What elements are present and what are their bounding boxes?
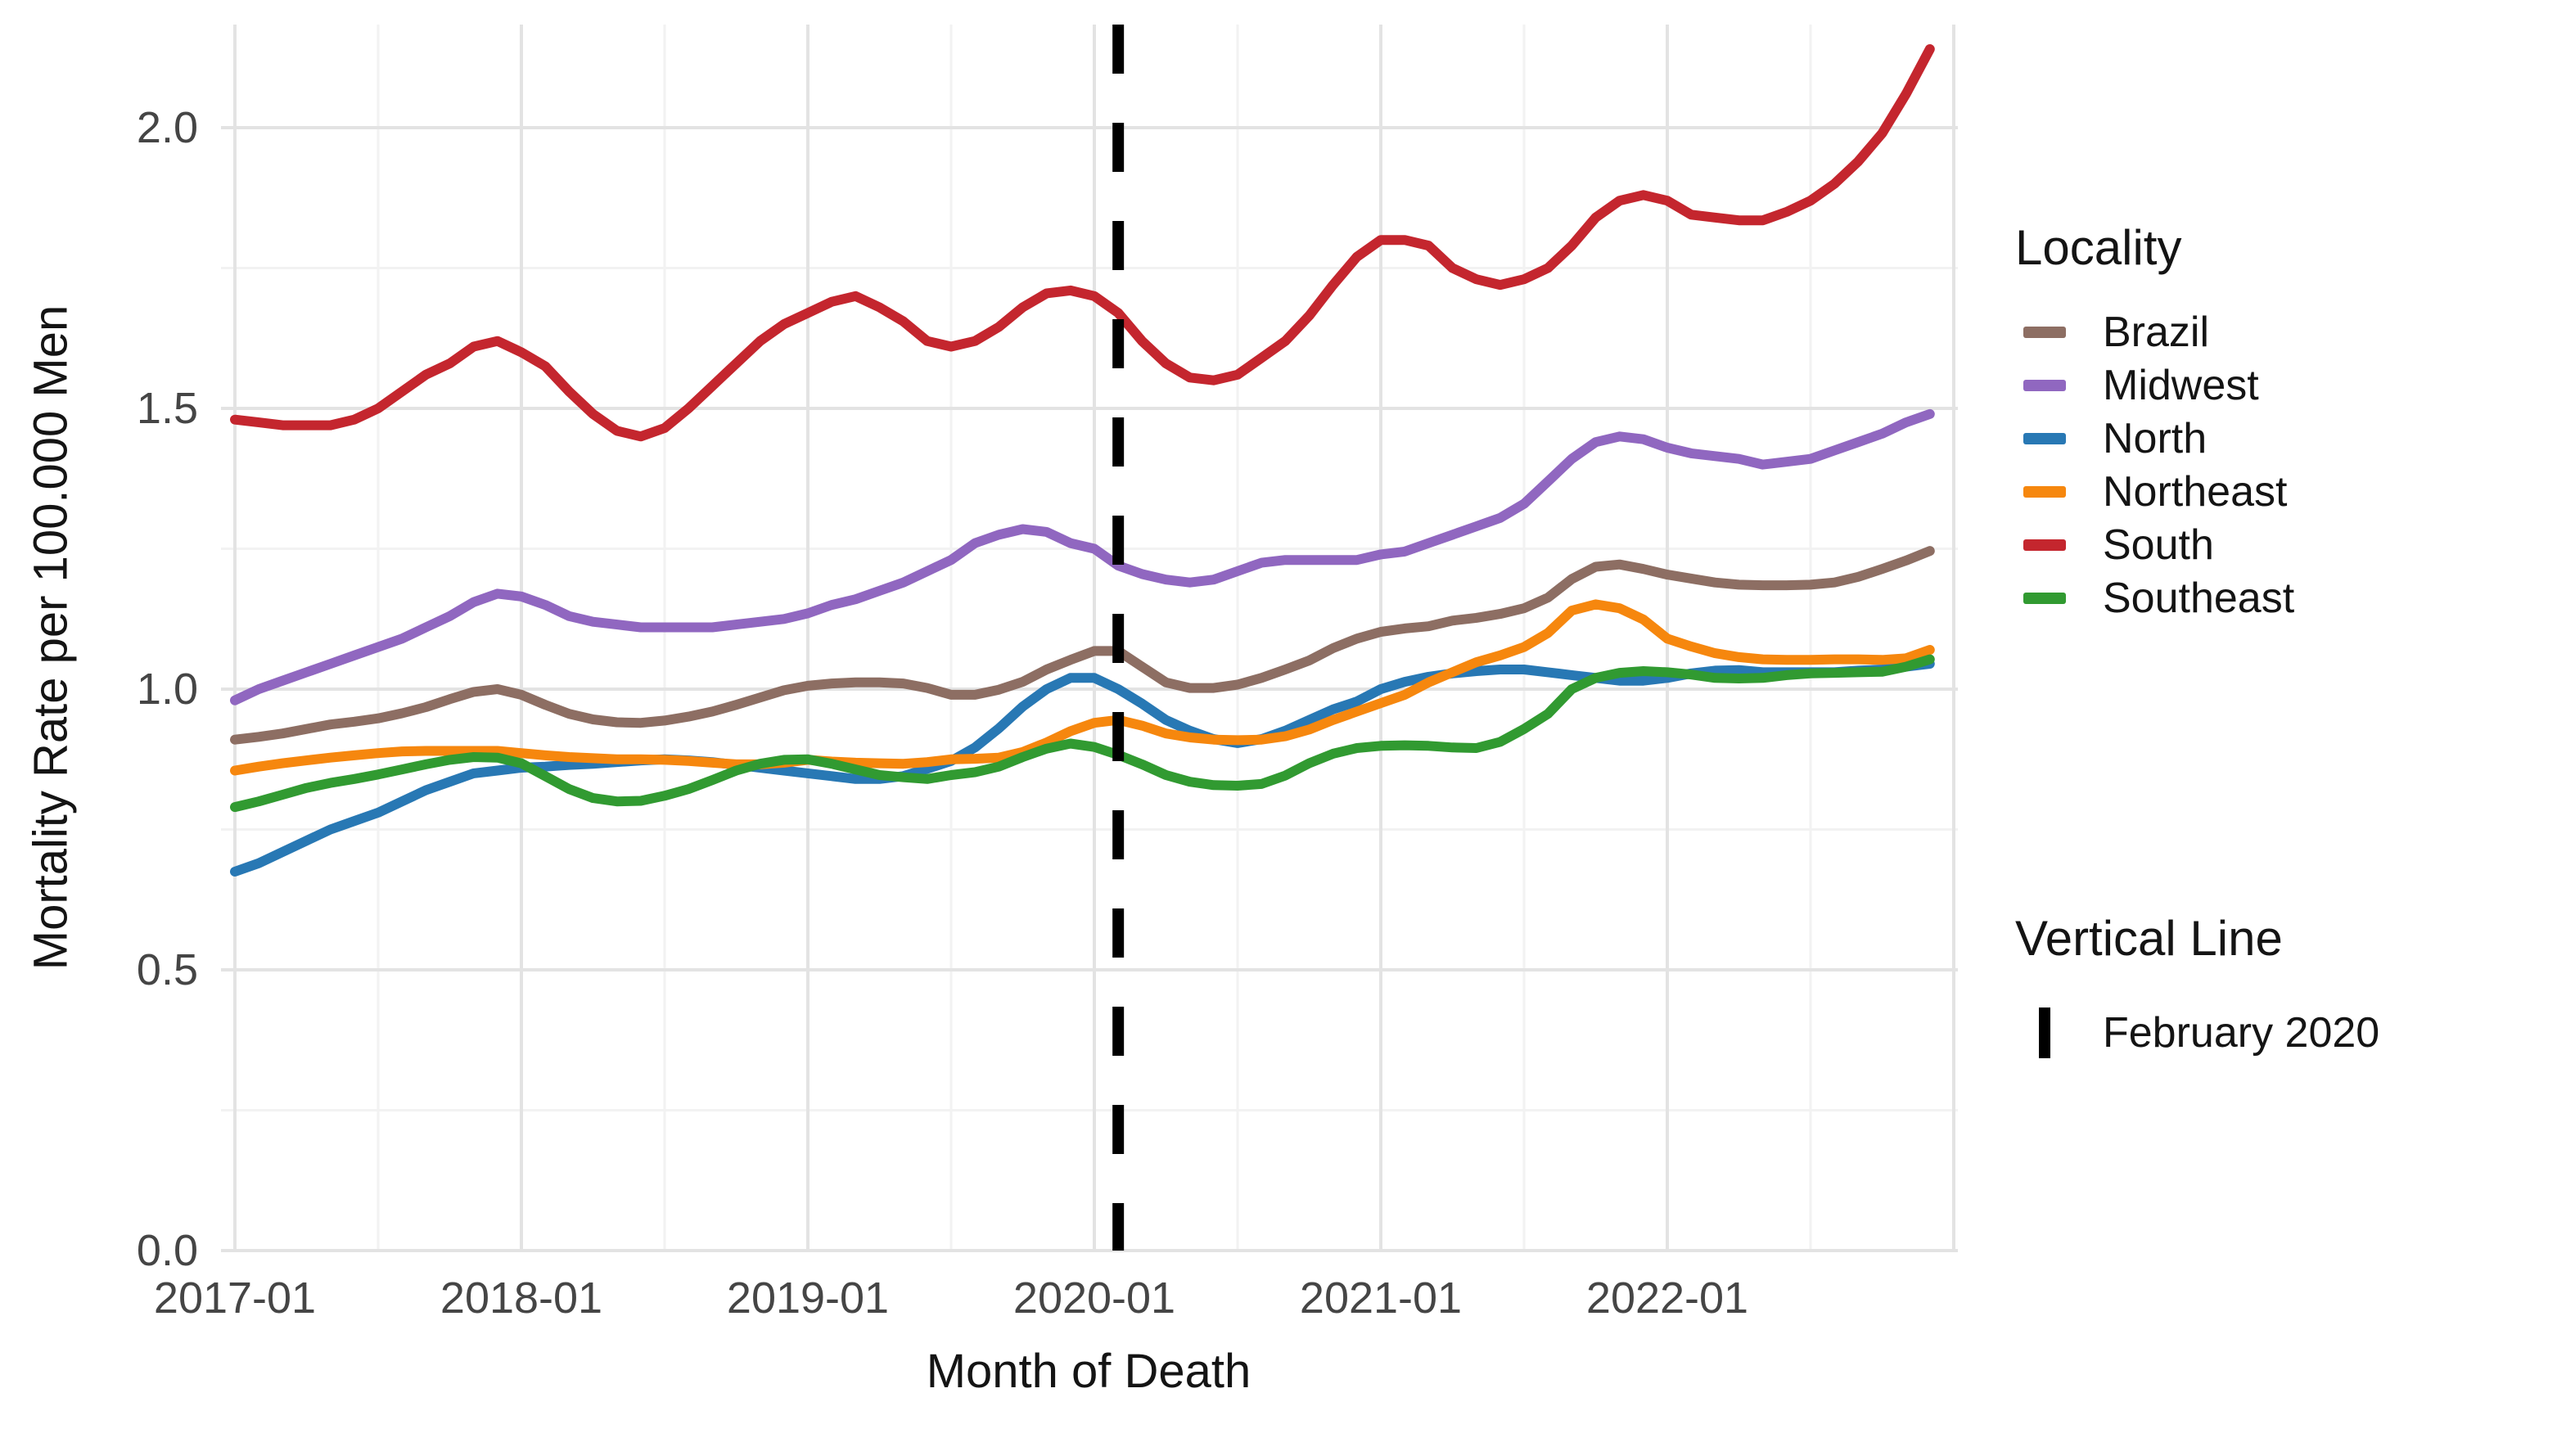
vline-key-icon (2023, 1007, 2066, 1058)
x-tick-label: 2017-01 (154, 1273, 316, 1323)
legend-item-brazil: Brazil (2015, 305, 2555, 358)
locality-legend: Locality Brazil Midwest North Northeast Sout… (2015, 219, 2555, 624)
legend-title: Locality (2015, 220, 2182, 275)
legend-swatch-icon (2023, 592, 2066, 604)
legend-swatch-icon (2023, 485, 2066, 498)
legend-item-midwest: Midwest (2015, 358, 2555, 412)
vertical-line-legend: Vertical Line February 2020 (2015, 910, 2555, 1070)
x-tick-label: 2021-01 (1300, 1273, 1462, 1323)
legend-items: Brazil Midwest North Northeast South Southeas… (2015, 305, 2555, 624)
vline-legend-label: February 2020 (2103, 1009, 2380, 1057)
legend-label: Brazil (2103, 308, 2210, 356)
vline-legend-item: February 2020 (2015, 996, 2555, 1070)
legend-label: Midwest (2103, 361, 2259, 409)
chart-line-northeast (230, 599, 1935, 776)
legend-label: Southeast (2103, 574, 2295, 622)
legend-label: Northeast (2103, 467, 2288, 516)
y-tick-label: 0.0 (137, 1226, 198, 1275)
legend-item-north: North (2015, 412, 2555, 465)
legend-swatch-icon (2023, 326, 2066, 338)
chart-line-south (230, 44, 1935, 442)
chart-line-north (230, 659, 1935, 877)
x-tick-label: 2022-01 (1586, 1273, 1748, 1323)
legend-label: North (2103, 414, 2207, 462)
x-tick-label: 2020-01 (1013, 1273, 1175, 1323)
y-tick-label: 1.0 (137, 665, 198, 714)
x-tick-label: 2018-01 (440, 1273, 602, 1323)
legend-swatch-icon (2023, 379, 2066, 391)
y-tick-label: 1.5 (137, 384, 198, 433)
legend-swatch-icon (2023, 432, 2066, 444)
legend-item-northeast: Northeast (2015, 465, 2555, 518)
chart-line-southeast (230, 654, 1935, 813)
legend-swatch-icon (2023, 539, 2066, 551)
x-axis-title: Month of Death (926, 1345, 1251, 1398)
legend-label: South (2103, 521, 2214, 569)
legend-item-southeast: Southeast (2015, 571, 2555, 624)
chart-line-midwest (230, 408, 1935, 705)
y-tick-label: 2.0 (137, 103, 198, 152)
y-axis-title: Mortality Rate per 100.000 Men (24, 304, 78, 971)
chart-line-brazil (230, 546, 1935, 745)
legend-item-south: South (2015, 518, 2555, 571)
vline-legend-title: Vertical Line (2015, 911, 2283, 966)
x-tick-label: 2019-01 (727, 1273, 889, 1323)
y-tick-label: 0.5 (137, 945, 198, 994)
